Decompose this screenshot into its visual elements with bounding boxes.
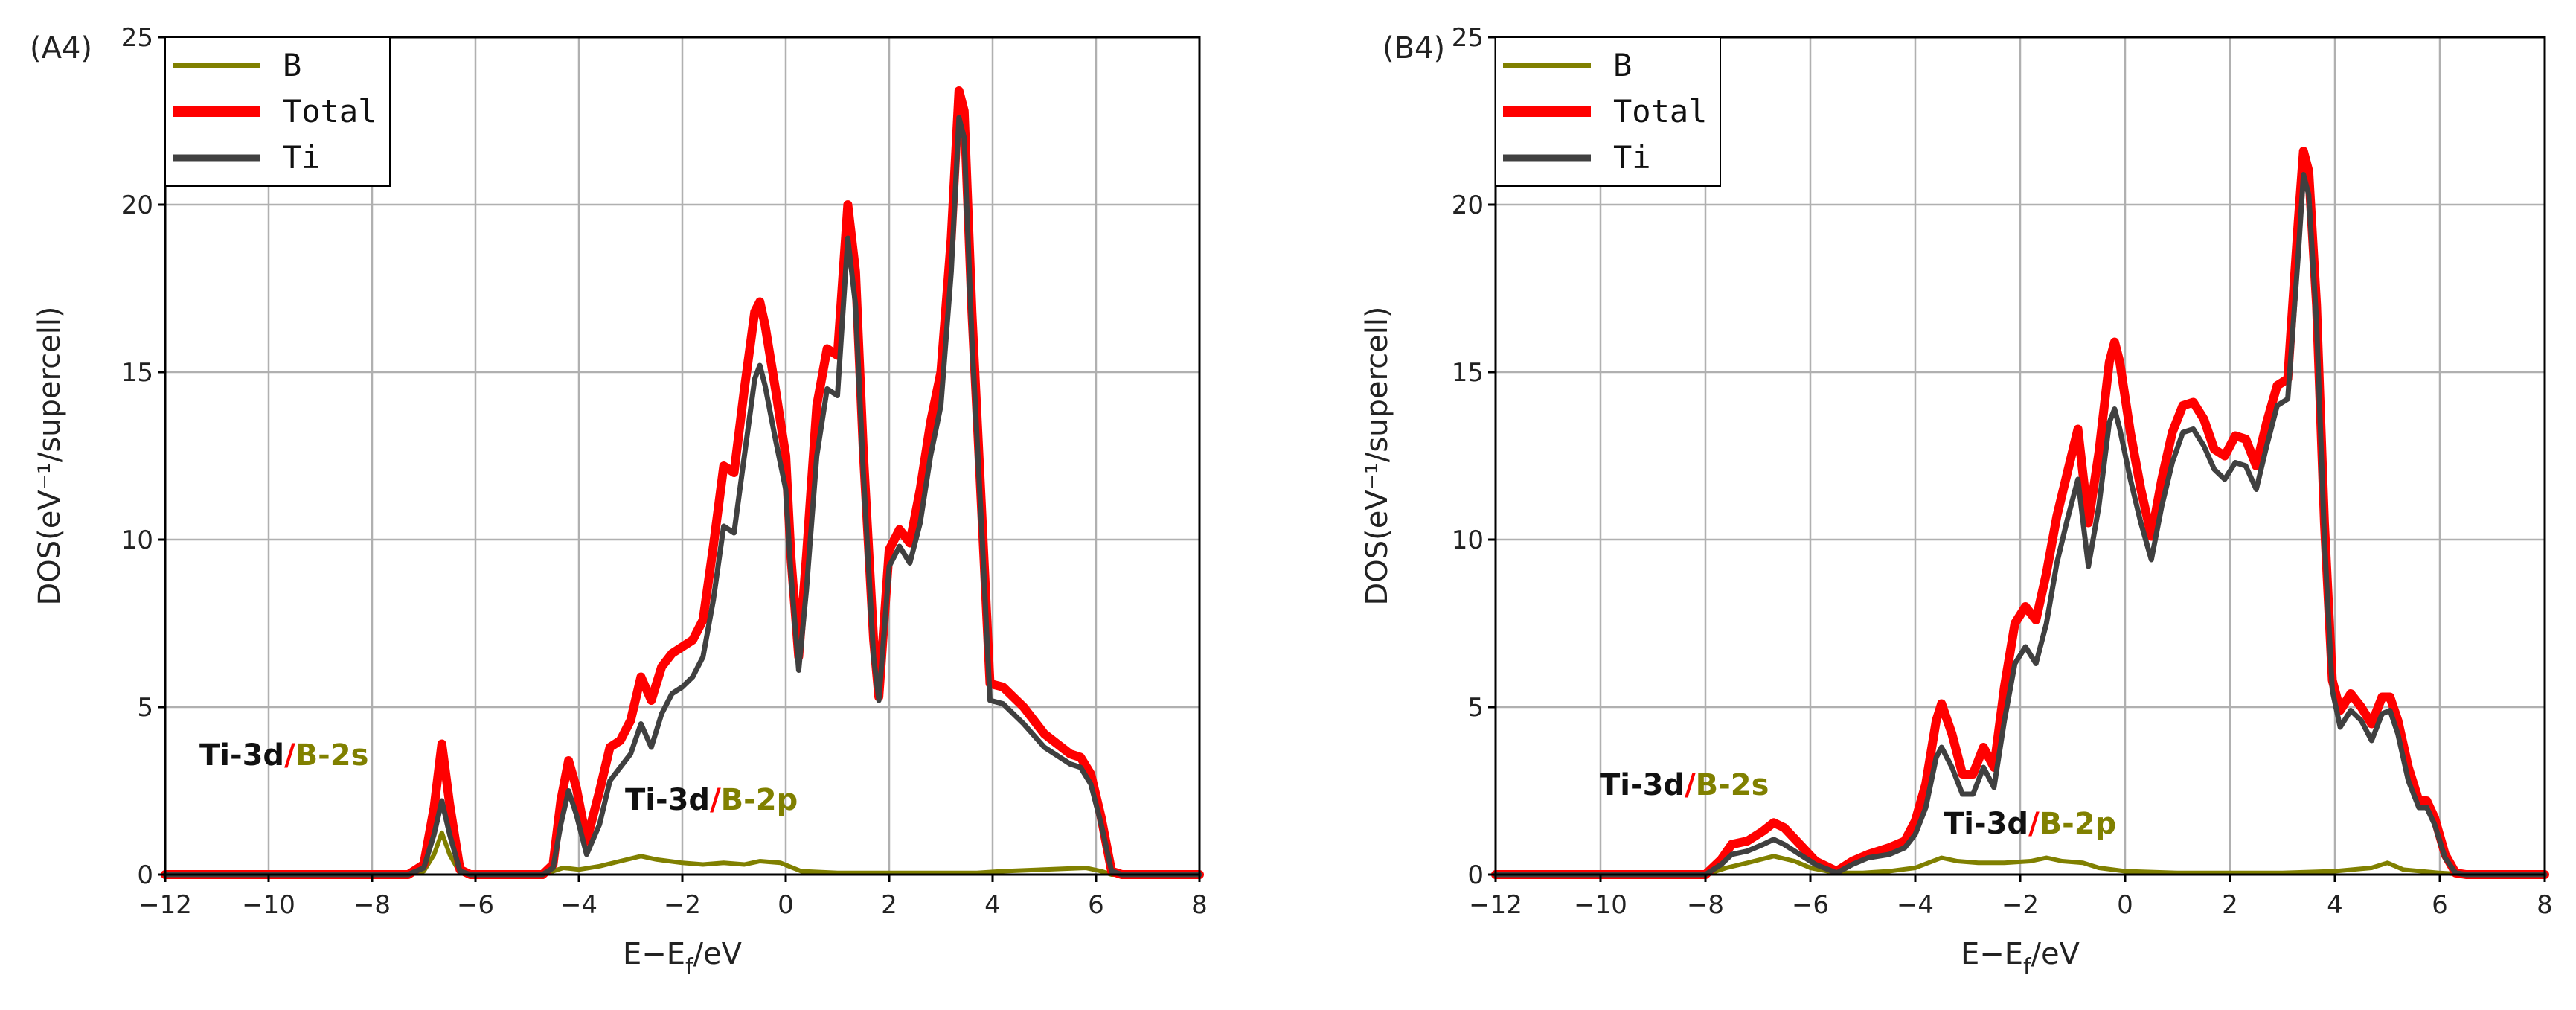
x-tick-label: −8 (353, 890, 391, 920)
y-tick-label: 20 (1452, 191, 1484, 220)
legend-label-ti: Ti (1613, 139, 1651, 176)
legend-label-ti: Ti (283, 139, 321, 176)
x-tick-label: −4 (1897, 890, 1934, 920)
x-tick-label: −12 (1469, 890, 1522, 920)
annotation-label: Ti-3d/B-2s (1600, 768, 1769, 802)
legend: B Total Ti (164, 36, 391, 187)
x-tick-label: −6 (457, 890, 494, 920)
annotation-label: Ti-3d/B-2s (199, 738, 368, 773)
series-line-ti (162, 115, 1202, 878)
y-tick-label: 10 (1452, 525, 1484, 555)
x-tick-label: 4 (2327, 890, 2343, 920)
y-tick-label: 20 (121, 191, 153, 220)
legend-label-b: B (1613, 47, 1632, 83)
x-axis-label: E−Ef/eV (623, 937, 743, 980)
legend-label-b: B (283, 47, 301, 83)
panel-label: (B4) (1382, 31, 1445, 65)
x-axis-label: E−Ef/eV (1961, 937, 2080, 980)
x-tick-label: −10 (242, 890, 295, 920)
y-tick-label: 25 (1452, 23, 1484, 53)
series-line-b (1493, 854, 2547, 877)
x-tick-label: 0 (2117, 890, 2133, 920)
y-tick-label: 0 (1467, 860, 1484, 890)
x-tick-label: −6 (1792, 890, 1829, 920)
legend: B Total Ti (1495, 36, 1721, 187)
y-tick-label: 5 (137, 693, 153, 723)
x-tick-label: 6 (2432, 890, 2448, 920)
x-tick-label: 2 (2222, 890, 2238, 920)
y-tick-label: 25 (121, 23, 153, 53)
x-tick-label: 8 (2537, 890, 2553, 920)
legend-label-total: Total (283, 93, 377, 130)
annotation-label: Ti-3d/B-2p (625, 783, 798, 817)
x-tick-label: −2 (664, 890, 701, 920)
x-tick-label: 4 (984, 890, 1001, 920)
y-tick-label: 5 (1467, 693, 1484, 723)
annotation-label: Ti-3d/B-2p (1944, 807, 2116, 841)
y-tick-label: 0 (137, 860, 153, 890)
dos-panel-0: −12 −10 −8 −6 −4 −2 0 2 4 6 8 0 5 10 15 20 25 (A4) E−Ef/eV… (30, 23, 1208, 980)
x-tick-label: −2 (2002, 890, 2039, 920)
dos-panel-1: −12 −10 −8 −6 −4 −2 0 2 4 6 8 0 5 10 15 20 25(B4) E−Ef/eV… (1360, 23, 2553, 980)
x-tick-label: 0 (778, 890, 794, 920)
x-tick-label: −4 (560, 890, 597, 920)
panel-label: (A4) (30, 31, 92, 65)
x-tick-label: −8 (1687, 890, 1724, 920)
series-line-b (163, 830, 1202, 877)
x-tick-label: 6 (1088, 890, 1104, 920)
x-tick-label: −12 (138, 890, 192, 920)
x-tick-label: −10 (1574, 890, 1627, 920)
y-axis-label: DOS(eV⁻¹/supercell) (1360, 306, 1394, 605)
x-tick-label: 2 (881, 890, 897, 920)
legend-label-total: Total (1613, 93, 1707, 130)
series-line-total (1491, 147, 2549, 879)
x-tick-label: 8 (1191, 890, 1208, 920)
y-tick-label: 15 (121, 358, 153, 388)
y-axis-label: DOS(eV⁻¹/supercell) (33, 306, 67, 605)
series-line-ti (1493, 172, 2548, 878)
y-tick-label: 10 (121, 525, 153, 555)
y-tick-label: 15 (1452, 358, 1484, 388)
